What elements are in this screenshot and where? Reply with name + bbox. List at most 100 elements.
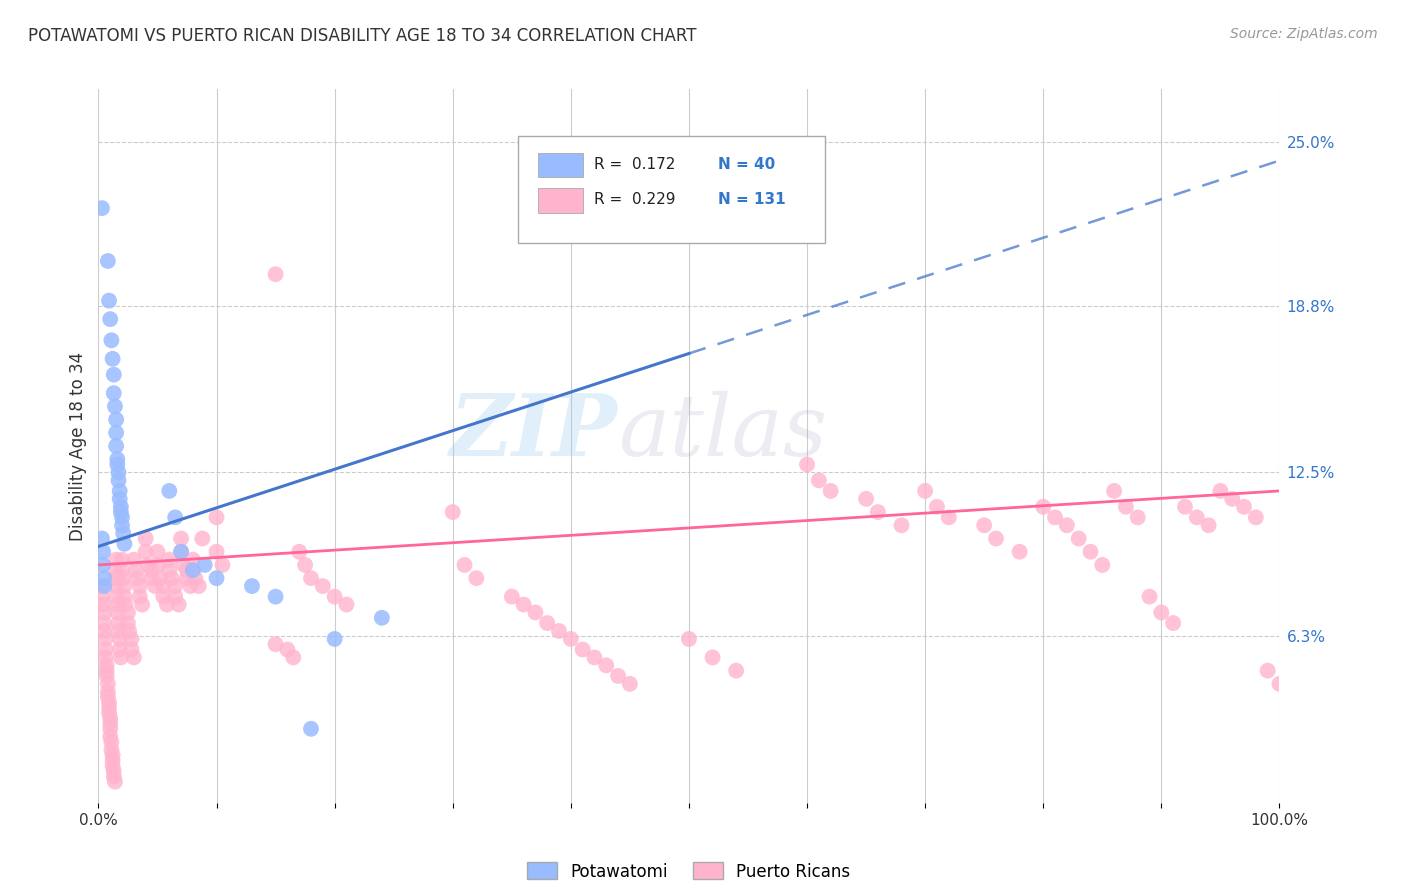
Point bbox=[299, 571, 322, 585]
Point bbox=[1257, 664, 1279, 678]
Point bbox=[121, 632, 143, 646]
Point bbox=[105, 563, 128, 577]
Point bbox=[184, 571, 207, 585]
Point bbox=[103, 769, 125, 783]
Point bbox=[101, 759, 124, 773]
Point bbox=[93, 571, 115, 585]
Point bbox=[1067, 532, 1090, 546]
Point bbox=[105, 425, 128, 440]
Point bbox=[264, 267, 287, 281]
Point bbox=[465, 571, 488, 585]
Point bbox=[91, 545, 114, 559]
Point bbox=[122, 552, 145, 566]
FancyBboxPatch shape bbox=[537, 188, 582, 212]
Point bbox=[101, 351, 124, 366]
Point bbox=[276, 642, 298, 657]
Point bbox=[112, 526, 135, 541]
Point bbox=[205, 571, 228, 585]
Point bbox=[112, 579, 135, 593]
Point bbox=[1102, 483, 1125, 498]
Point bbox=[104, 774, 127, 789]
Text: R =  0.172: R = 0.172 bbox=[595, 157, 676, 171]
FancyBboxPatch shape bbox=[517, 136, 825, 243]
Point bbox=[165, 579, 187, 593]
Point bbox=[160, 571, 183, 585]
Point bbox=[108, 642, 131, 657]
Point bbox=[118, 624, 141, 638]
Text: R =  0.229: R = 0.229 bbox=[595, 193, 676, 207]
Point bbox=[107, 616, 129, 631]
Point bbox=[984, 532, 1007, 546]
Point bbox=[93, 579, 115, 593]
Point bbox=[1091, 558, 1114, 572]
Point bbox=[595, 658, 617, 673]
Point bbox=[512, 598, 534, 612]
Point bbox=[110, 500, 132, 514]
Point bbox=[157, 552, 180, 566]
Point bbox=[501, 590, 523, 604]
Point bbox=[1185, 510, 1208, 524]
Point bbox=[1233, 500, 1256, 514]
Point bbox=[121, 642, 143, 657]
Point bbox=[1220, 491, 1243, 506]
Point bbox=[105, 439, 128, 453]
Point bbox=[170, 545, 193, 559]
Point bbox=[107, 466, 129, 480]
Point bbox=[1126, 510, 1149, 524]
Point bbox=[157, 563, 180, 577]
Point bbox=[108, 483, 131, 498]
Text: atlas: atlas bbox=[619, 391, 827, 473]
Point bbox=[180, 579, 202, 593]
Point bbox=[1139, 590, 1161, 604]
Point bbox=[925, 500, 948, 514]
Point bbox=[103, 368, 125, 382]
Point bbox=[548, 624, 571, 638]
Point bbox=[100, 743, 122, 757]
Point bbox=[807, 474, 830, 488]
Point bbox=[91, 558, 114, 572]
Point bbox=[101, 748, 124, 763]
Point bbox=[205, 545, 228, 559]
Point bbox=[141, 563, 163, 577]
Point bbox=[97, 685, 120, 699]
Point bbox=[571, 642, 593, 657]
Point bbox=[98, 730, 121, 744]
Point bbox=[111, 518, 134, 533]
Point bbox=[725, 664, 748, 678]
Text: N = 40: N = 40 bbox=[718, 157, 776, 171]
Point bbox=[105, 606, 128, 620]
Point bbox=[103, 386, 125, 401]
Point bbox=[1008, 545, 1031, 559]
Legend: Potawatomi, Puerto Ricans: Potawatomi, Puerto Ricans bbox=[520, 855, 858, 888]
Point bbox=[323, 632, 346, 646]
Point bbox=[181, 552, 204, 566]
Point bbox=[536, 616, 558, 631]
Point bbox=[98, 312, 121, 326]
Point bbox=[105, 452, 128, 467]
Point bbox=[96, 669, 118, 683]
Point bbox=[1043, 510, 1066, 524]
Point bbox=[524, 606, 547, 620]
Point bbox=[890, 518, 912, 533]
Point bbox=[283, 650, 305, 665]
Point bbox=[211, 558, 233, 572]
Point bbox=[98, 700, 121, 714]
Point bbox=[105, 552, 128, 566]
Point bbox=[146, 558, 169, 572]
Point bbox=[94, 632, 117, 646]
Point bbox=[323, 590, 346, 604]
Point bbox=[114, 598, 136, 612]
Text: POTAWATOMI VS PUERTO RICAN DISABILITY AGE 18 TO 34 CORRELATION CHART: POTAWATOMI VS PUERTO RICAN DISABILITY AG… bbox=[28, 27, 696, 45]
Point bbox=[205, 510, 228, 524]
Point bbox=[91, 598, 114, 612]
Point bbox=[583, 650, 606, 665]
Point bbox=[156, 598, 179, 612]
Point bbox=[128, 590, 150, 604]
Point bbox=[796, 458, 818, 472]
Point bbox=[149, 571, 172, 585]
Point bbox=[1198, 518, 1220, 533]
Point bbox=[111, 563, 134, 577]
Text: ZIP: ZIP bbox=[450, 390, 619, 474]
Point bbox=[335, 598, 357, 612]
Point bbox=[143, 579, 166, 593]
